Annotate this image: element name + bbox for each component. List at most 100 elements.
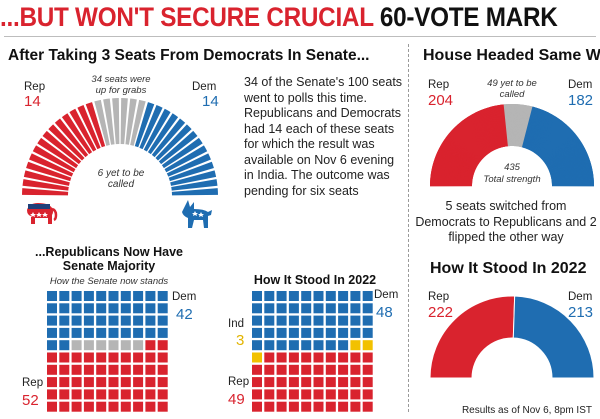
seat-segment-rep bbox=[69, 108, 97, 152]
seat-segment-dem bbox=[151, 118, 186, 158]
stood-2022-rep-value: 49 bbox=[228, 391, 245, 408]
majority-title: ...Republicans Now Have Senate Majority bbox=[35, 245, 183, 273]
waffle-cell-dem bbox=[96, 291, 107, 301]
waffle-cell-dem bbox=[120, 303, 131, 314]
waffle-cell-rep bbox=[301, 352, 312, 363]
waffle-cell-dem bbox=[145, 291, 156, 301]
waffle-cell-dem bbox=[71, 327, 82, 338]
seat-segment-undecided bbox=[94, 99, 110, 146]
waffle-cell-dem bbox=[157, 291, 168, 301]
seat-segment-rep bbox=[29, 153, 74, 177]
seat-segment-dem bbox=[551, 185, 594, 187]
waffle-cell-rep bbox=[133, 389, 144, 400]
waffle-cell-rep bbox=[108, 364, 119, 375]
waffle-cell-rep bbox=[59, 377, 70, 388]
waffle-cell-ind bbox=[252, 352, 262, 363]
waffle-cell-rep bbox=[338, 364, 349, 375]
house-2022-dem-label: Dem bbox=[568, 291, 593, 303]
arc-slice-dem bbox=[512, 295, 595, 379]
waffle-cell-dem bbox=[338, 291, 349, 301]
seat-segment-undecided bbox=[125, 98, 137, 145]
waffle-cell-rep bbox=[133, 377, 144, 388]
waffle-cell-dem bbox=[325, 327, 336, 338]
waffle-cell-dem bbox=[120, 291, 131, 301]
waffle-cell-dem bbox=[276, 327, 287, 338]
seat-segment-dem bbox=[164, 145, 208, 173]
seat-segment-undecided bbox=[130, 99, 146, 146]
seat-segment-dem bbox=[139, 105, 163, 150]
senate-dem-label: Dem bbox=[192, 81, 217, 93]
waffle-cell-rep bbox=[83, 401, 94, 412]
waffle-cell-dem bbox=[301, 327, 312, 338]
waffle-cell-dem bbox=[276, 303, 287, 314]
waffle-cell-rep bbox=[276, 377, 287, 388]
stood-2022-ind-value: 3 bbox=[236, 332, 245, 349]
stood-2022-ind-label: Ind bbox=[228, 318, 244, 330]
waffle-cell-rep bbox=[264, 364, 275, 375]
waffle-cell-rep bbox=[338, 389, 349, 400]
waffle-cell-dem bbox=[83, 303, 94, 314]
waffle-cell-rep bbox=[252, 377, 262, 388]
waffle-cell-rep bbox=[313, 389, 324, 400]
waffle-cell-dem bbox=[264, 327, 275, 338]
waffle-cell-dem bbox=[325, 291, 336, 301]
waffle-cell-undecided bbox=[108, 340, 119, 351]
house-dem-value: 182 bbox=[568, 92, 594, 109]
waffle-cell-dem bbox=[47, 315, 57, 326]
seat-segment-dem bbox=[170, 170, 217, 186]
seat-segment-dem bbox=[166, 153, 211, 177]
waffle-cell-rep bbox=[338, 401, 349, 412]
waffle-cell-dem bbox=[252, 315, 262, 326]
waffle-cell-rep bbox=[313, 352, 324, 363]
seat-segment-dem bbox=[171, 188, 218, 196]
majority-note: How the Senate now stands bbox=[49, 276, 169, 287]
waffle-cell-dem bbox=[157, 315, 168, 326]
waffle-cell-rep bbox=[133, 364, 144, 375]
waffle-cell-rep bbox=[47, 364, 57, 375]
seat-segment-dem bbox=[171, 179, 218, 191]
republican-elephant-icon bbox=[27, 203, 58, 224]
waffle-cell-dem bbox=[59, 291, 70, 301]
waffle-cell-dem bbox=[325, 340, 336, 351]
waffle-cell-rep bbox=[108, 377, 119, 388]
waffle-cell-rep bbox=[145, 352, 156, 363]
waffle-cell-dem bbox=[59, 327, 70, 338]
waffle-cell-rep bbox=[71, 364, 82, 375]
waffle-cell-dem bbox=[133, 291, 144, 301]
senate-dem-value: 14 bbox=[202, 93, 219, 110]
waffle-cell-rep bbox=[96, 352, 107, 363]
seat-segment-undecided bbox=[103, 98, 115, 145]
waffle-cell-dem bbox=[47, 303, 57, 314]
waffle-cell-dem bbox=[288, 340, 299, 351]
waffle-cell-dem bbox=[83, 327, 94, 338]
waffle-cell-undecided bbox=[71, 340, 82, 351]
waffle-cell-rep bbox=[288, 389, 299, 400]
waffle-cell-dem bbox=[301, 291, 312, 301]
section-divider bbox=[408, 44, 410, 412]
waffle-cell-rep bbox=[47, 352, 57, 363]
headline-part1: ...BUT WON'T SECURE CRUCIAL bbox=[0, 2, 380, 32]
waffle-cell-dem bbox=[157, 303, 168, 314]
waffle-cell-dem bbox=[120, 327, 131, 338]
waffle-cell-rep bbox=[252, 364, 262, 375]
waffle-cell-rep bbox=[313, 377, 324, 388]
seat-segment-rep bbox=[61, 113, 93, 155]
waffle-cell-dem bbox=[264, 340, 275, 351]
seat-segment-rep bbox=[22, 188, 69, 196]
waffle-cell-rep bbox=[301, 389, 312, 400]
waffle-cell-dem bbox=[59, 303, 70, 314]
seat-segment-dem bbox=[134, 102, 155, 148]
waffle-cell-rep bbox=[288, 364, 299, 375]
waffle-cell-rep bbox=[362, 377, 373, 388]
waffle-cell-dem bbox=[313, 291, 324, 301]
waffle-cell-dem bbox=[276, 291, 287, 301]
stood-2022-dem-value: 48 bbox=[376, 304, 393, 321]
waffle-cell-rep bbox=[362, 401, 373, 412]
waffle-cell-rep bbox=[157, 340, 168, 351]
waffle-cell-dem bbox=[313, 340, 324, 351]
majority-dem-value: 42 bbox=[176, 306, 193, 323]
waffle-cell-rep bbox=[71, 401, 82, 412]
house-dem-label: Dem bbox=[568, 79, 593, 91]
waffle-cell-dem bbox=[313, 315, 324, 326]
